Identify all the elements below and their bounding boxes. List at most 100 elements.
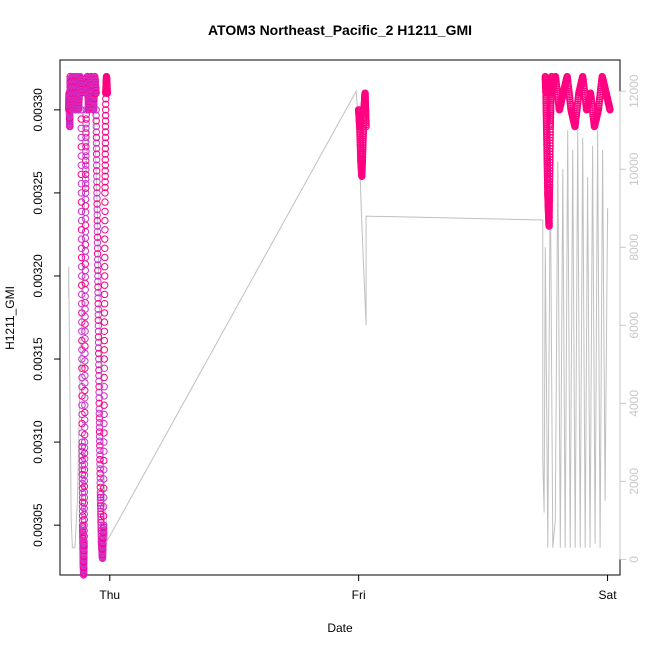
data-point (100, 300, 109, 308)
data-point (80, 569, 88, 577)
data-point (77, 253, 86, 262)
data-point (80, 541, 88, 550)
gray-series-path (68, 89, 609, 549)
data-point (93, 216, 102, 225)
data-point (100, 456, 108, 465)
data-point (81, 386, 89, 395)
data-point (78, 290, 86, 299)
data-point (96, 493, 105, 502)
data-point (100, 410, 108, 419)
y-tick-label: 0.00320 (31, 254, 45, 298)
data-point (80, 471, 89, 479)
data-point (546, 175, 554, 183)
data-point (546, 156, 554, 164)
data-point (545, 208, 553, 217)
data-point (546, 142, 554, 150)
data-point (78, 419, 86, 428)
data-point (94, 277, 102, 286)
data-point (77, 133, 85, 142)
data-point (82, 175, 90, 183)
data-point (81, 286, 89, 294)
data-point (100, 355, 109, 363)
chart-title: ATOM3 Northeast_Pacific_2 H1211_GMI (208, 22, 472, 38)
data-point (77, 226, 86, 234)
data-point (101, 128, 110, 136)
data-point (80, 482, 89, 491)
y-axis: 0.00305 0.00310 0.00315 0.00320 0.00325 0.003… (31, 88, 60, 547)
data-point (100, 373, 108, 382)
data-point (96, 465, 104, 473)
data-point (81, 416, 89, 424)
data-point (95, 428, 104, 436)
y-right-tick-label: 10000 (627, 152, 641, 186)
data-point (101, 226, 109, 234)
data-point (77, 152, 86, 160)
data-point (77, 143, 86, 151)
data-point (545, 189, 554, 197)
data-point (546, 161, 554, 169)
data-point (95, 360, 103, 369)
data-point (82, 161, 90, 169)
x-tick-label: Sat (599, 588, 618, 602)
data-point (80, 562, 88, 570)
data-point (90, 98, 98, 107)
data-point (95, 399, 103, 407)
data-point (81, 401, 89, 409)
data-point (80, 499, 89, 507)
data-point (95, 383, 103, 391)
data-point (93, 222, 102, 230)
data-point (94, 261, 102, 269)
data-point (81, 342, 89, 350)
data-point (93, 239, 102, 247)
data-point (92, 89, 100, 97)
data-point (78, 401, 86, 409)
data-point (101, 253, 109, 262)
data-point (546, 133, 554, 142)
data-point (101, 122, 110, 131)
data-point (82, 147, 90, 156)
data-point (82, 152, 90, 160)
data-point (77, 216, 86, 225)
data-point (101, 161, 110, 169)
x-axis: Thu Fri Sat (99, 575, 617, 602)
data-point (78, 475, 87, 483)
data-point (546, 136, 554, 145)
data-point (81, 215, 90, 223)
data-point (80, 538, 88, 546)
data-point (100, 484, 108, 492)
data-point (101, 150, 110, 158)
data-point (96, 446, 104, 455)
data-point (82, 115, 90, 123)
data-point (80, 510, 89, 518)
data-point (81, 189, 90, 197)
data-point (99, 530, 108, 539)
data-point (77, 124, 85, 133)
data-point (545, 216, 553, 225)
data-point (101, 263, 109, 271)
data-point (82, 170, 90, 179)
data-point (80, 554, 88, 563)
data-point (93, 172, 101, 181)
data-point (93, 200, 101, 208)
y-right-tick-label: 4000 (627, 390, 641, 417)
data-point (546, 167, 554, 175)
data-point (94, 305, 102, 313)
data-point (80, 515, 89, 524)
data-point (96, 455, 104, 464)
data-point (93, 205, 101, 214)
data-point (82, 184, 90, 193)
data-point (93, 233, 102, 241)
data-point (101, 244, 109, 253)
data-point (101, 172, 109, 181)
y-right-tick-label: 0 (627, 556, 641, 563)
data-point (545, 205, 553, 214)
data-point (546, 108, 555, 116)
data-point (546, 119, 555, 127)
data-point (78, 281, 86, 289)
data-point (100, 281, 109, 289)
data-point (93, 167, 101, 175)
data-point (78, 503, 87, 511)
data-point (100, 336, 109, 345)
data-point (81, 357, 89, 365)
